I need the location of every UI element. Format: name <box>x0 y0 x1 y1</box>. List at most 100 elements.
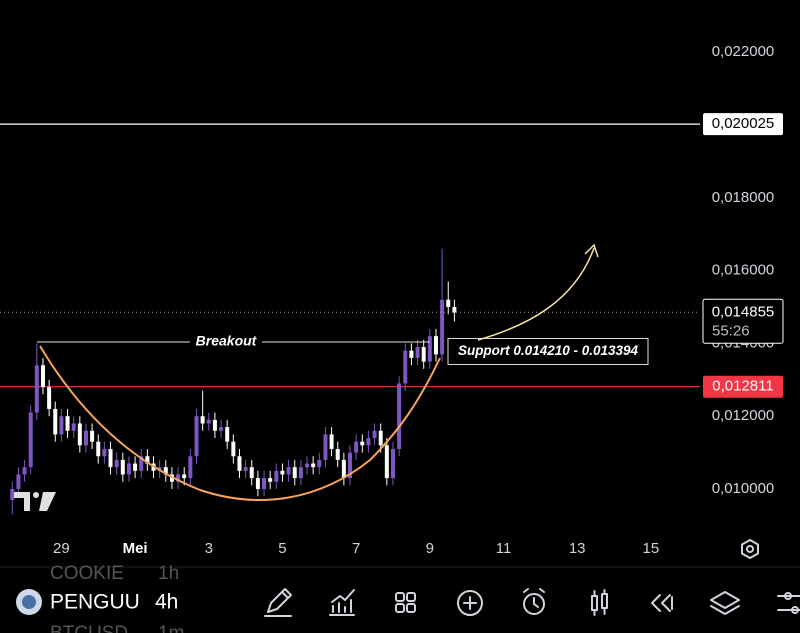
layout-tool[interactable] <box>395 592 416 613</box>
support-label: Support 0.014210 - 0.013394 <box>458 343 639 358</box>
symbol-button[interactable]: PENGUU 4h <box>16 589 178 615</box>
candle-body <box>120 459 125 475</box>
candle-body <box>10 489 15 500</box>
x-tick-label: 9 <box>426 540 434 557</box>
layers-tool[interactable] <box>710 591 740 615</box>
x-tick-label: 15 <box>643 540 660 557</box>
alert-tool[interactable] <box>523 588 545 615</box>
last-price-label: 0,014855 <box>712 303 775 320</box>
breakout-label: Breakout <box>196 333 258 349</box>
countdown: 55:26 <box>712 322 750 339</box>
candle-body <box>34 365 39 413</box>
candle-body <box>286 467 291 475</box>
candle-body <box>243 467 248 471</box>
candle-body <box>77 423 82 446</box>
arrow-head <box>584 243 599 258</box>
x-tick-label: 29 <box>53 540 70 557</box>
candle-body <box>188 456 193 479</box>
candle-body <box>194 416 199 457</box>
candle-body <box>440 299 445 355</box>
candle-body <box>348 452 352 479</box>
candle-body <box>28 412 33 468</box>
x-tick-label: 5 <box>278 540 286 557</box>
candle-body <box>446 299 451 308</box>
price-label: 0,012811 <box>712 378 773 395</box>
y-tick-label: 0,010000 <box>712 480 775 497</box>
candle-body <box>83 430 88 446</box>
indicators-tool[interactable] <box>329 589 355 616</box>
candle-body <box>53 408 58 435</box>
y-tick-label: 0,022000 <box>712 43 775 60</box>
candle-body <box>409 350 414 358</box>
candle-body <box>206 419 211 424</box>
candle-body <box>421 347 426 362</box>
replay-tool[interactable] <box>651 594 673 612</box>
candle-body <box>231 441 236 457</box>
x-tick-label: 11 <box>496 540 512 557</box>
candle-body <box>427 336 432 362</box>
candle-body <box>268 478 273 482</box>
candle-body <box>16 474 21 490</box>
draw-tool[interactable] <box>264 588 292 617</box>
candle-body <box>47 387 52 409</box>
trade-tool[interactable] <box>591 589 608 616</box>
candle-body <box>390 448 395 479</box>
candle-body <box>225 427 230 442</box>
candle-body <box>40 365 45 388</box>
candle-body <box>292 467 297 479</box>
candle-body <box>145 456 150 464</box>
x-tick-label: 3 <box>205 540 213 557</box>
candle-body <box>311 463 316 468</box>
price-label: 0,020025 <box>712 115 775 132</box>
candle-body <box>59 416 64 435</box>
candle-body <box>237 456 242 471</box>
candle-body <box>452 307 457 313</box>
symbol-name: PENGUU <box>50 591 140 614</box>
candle-body <box>360 441 365 446</box>
add-tool[interactable] <box>457 590 483 616</box>
x-tick-label: 7 <box>352 540 360 557</box>
candle-body <box>329 434 334 449</box>
candle-body <box>384 445 389 479</box>
candle-body <box>126 463 131 475</box>
candle-body <box>372 430 377 439</box>
watchlist-symbol: BTCUSD <box>50 623 128 633</box>
candle-body <box>366 438 371 446</box>
candle-body <box>298 467 303 479</box>
interval[interactable]: 4h <box>155 591 178 614</box>
candle-body <box>262 478 267 490</box>
candle-body <box>317 459 322 468</box>
candle-body <box>90 430 95 442</box>
price-label-box <box>703 113 783 136</box>
x-tick-label: 13 <box>569 540 586 557</box>
watchlist-interval: 1h <box>158 563 179 584</box>
last-price-box <box>702 298 784 344</box>
y-tick-label: 0,016000 <box>712 262 775 279</box>
candle-body <box>255 478 260 490</box>
candle-body <box>108 448 113 468</box>
settings-button[interactable] <box>741 539 759 559</box>
plot-area: 0,0100000,0120000,0140000,0160000,018000… <box>0 43 784 557</box>
y-tick-label: 0,012000 <box>712 407 775 424</box>
candle-body <box>354 441 359 453</box>
candle-body <box>71 423 76 431</box>
candle-body <box>280 470 285 475</box>
candle-body <box>139 456 144 471</box>
candle-body <box>114 459 119 468</box>
projection-arrow <box>477 247 595 341</box>
symbol-icon-inner <box>22 595 36 609</box>
tv-logo <box>14 492 56 511</box>
candle-body <box>102 448 107 457</box>
settings-tool[interactable] <box>777 592 800 614</box>
candle-body <box>182 474 187 479</box>
watchlist-symbol: COOKIE <box>50 563 124 584</box>
candle-body <box>219 427 224 431</box>
candle-body <box>176 474 181 482</box>
candle-body <box>433 336 438 355</box>
y-tick-label: 0,018000 <box>712 189 775 206</box>
candle-body <box>341 459 346 479</box>
candle-body <box>22 467 27 475</box>
candle-body <box>163 467 168 475</box>
